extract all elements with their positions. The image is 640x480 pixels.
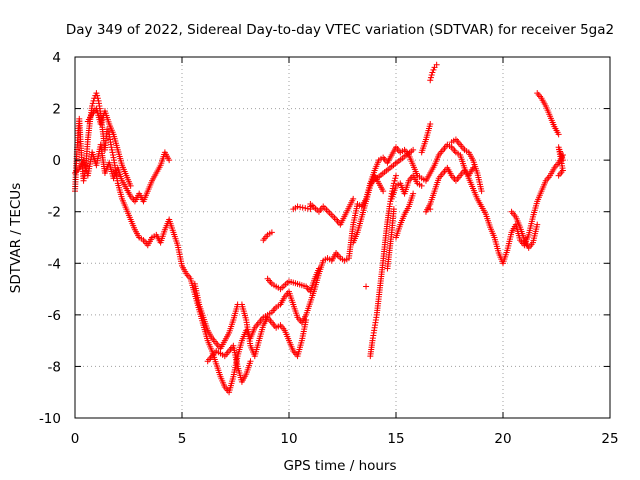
y-tick-label: 4 bbox=[52, 50, 61, 66]
data-point bbox=[427, 77, 434, 84]
data-point bbox=[427, 74, 434, 81]
y-tick-label: -6 bbox=[48, 308, 61, 324]
data-point bbox=[392, 175, 399, 182]
x-tick-label: 10 bbox=[280, 431, 297, 447]
data-point bbox=[108, 144, 115, 151]
data-point bbox=[93, 90, 100, 97]
data-point bbox=[410, 190, 417, 197]
data-points bbox=[72, 61, 566, 396]
data-point bbox=[94, 92, 101, 99]
data-point bbox=[166, 157, 173, 164]
y-tick-label: -8 bbox=[48, 359, 61, 375]
x-tick-label: 25 bbox=[601, 431, 618, 447]
data-point bbox=[430, 66, 437, 73]
data-point bbox=[534, 221, 541, 228]
data-point bbox=[302, 205, 309, 212]
data-point bbox=[127, 182, 134, 189]
data-point bbox=[89, 102, 96, 109]
data-point bbox=[297, 204, 304, 211]
y-tick-label: -10 bbox=[39, 411, 61, 427]
data-point bbox=[433, 61, 440, 68]
data-point bbox=[380, 188, 387, 195]
x-tick-label: 15 bbox=[387, 431, 404, 447]
data-point bbox=[315, 265, 322, 272]
y-tick-label: -4 bbox=[48, 256, 61, 272]
data-point bbox=[418, 182, 425, 189]
chart-title: Day 349 of 2022, Sidereal Day-to-day VTE… bbox=[66, 22, 614, 38]
data-point bbox=[429, 69, 436, 76]
data-point bbox=[303, 317, 310, 324]
data-point bbox=[268, 229, 275, 236]
y-tick-label: 2 bbox=[52, 102, 61, 118]
y-axis-label: SDTVAR / TECUs bbox=[8, 183, 24, 293]
data-point bbox=[299, 204, 306, 211]
data-point bbox=[104, 126, 111, 133]
x-tick-label: 0 bbox=[71, 431, 80, 447]
data-point bbox=[350, 195, 357, 202]
data-point bbox=[109, 149, 116, 156]
data-point bbox=[555, 131, 562, 138]
data-point bbox=[391, 177, 398, 184]
data-point bbox=[363, 283, 370, 290]
data-point bbox=[294, 203, 301, 210]
y-tick-label: 0 bbox=[52, 153, 61, 169]
data-point bbox=[105, 128, 112, 135]
data-point bbox=[247, 358, 254, 365]
axis-ticks: 0 5 10 15 20 25 -10 -8 -6 -4 -2 0 2 4 bbox=[39, 50, 619, 447]
data-point bbox=[559, 157, 566, 164]
data-point bbox=[393, 172, 399, 179]
x-tick-label: 20 bbox=[494, 431, 511, 447]
data-point bbox=[94, 95, 101, 102]
y-tick-label: -2 bbox=[48, 205, 61, 221]
data-point bbox=[478, 188, 485, 195]
data-point bbox=[427, 121, 434, 128]
data-point bbox=[89, 100, 96, 107]
grid-lines bbox=[75, 57, 610, 418]
data-point bbox=[390, 206, 397, 213]
data-point bbox=[109, 151, 116, 158]
data-point bbox=[108, 146, 115, 153]
data-point bbox=[410, 146, 417, 153]
data-point bbox=[428, 72, 435, 79]
plot-frame bbox=[74, 56, 611, 419]
data-point bbox=[427, 206, 434, 213]
x-axis-label: GPS time / hours bbox=[283, 458, 396, 474]
x-tick-label: 5 bbox=[178, 431, 187, 447]
